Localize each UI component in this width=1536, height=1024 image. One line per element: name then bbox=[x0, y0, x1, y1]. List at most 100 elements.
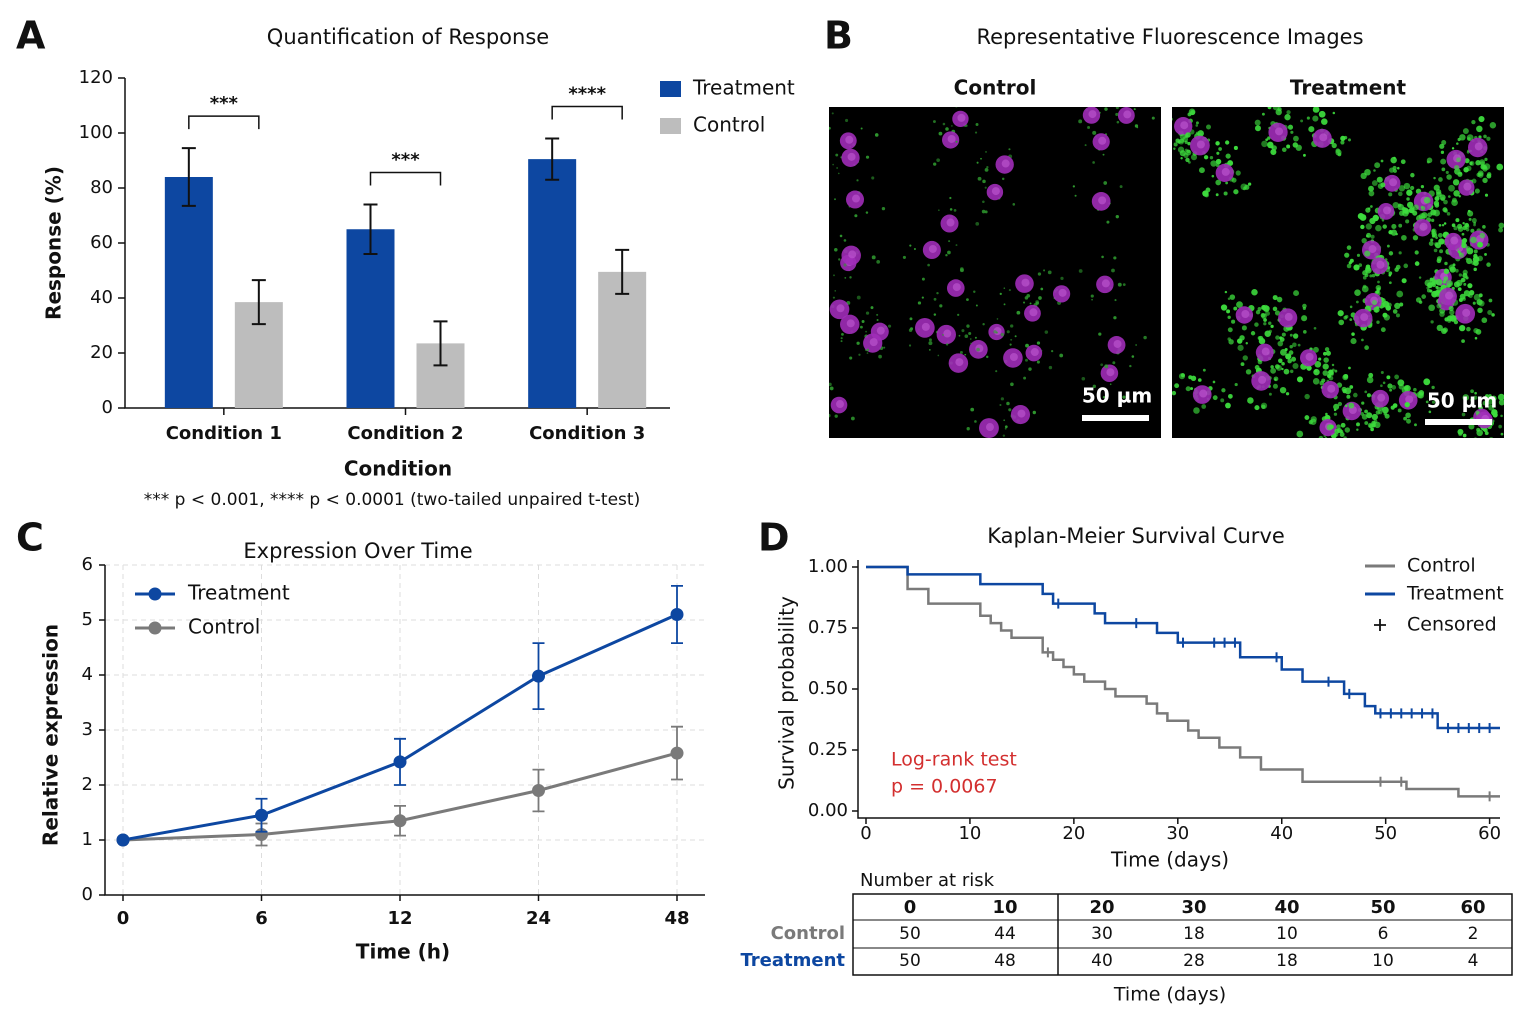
green-signal bbox=[1263, 318, 1267, 322]
green-signal bbox=[1267, 136, 1271, 140]
green-signal bbox=[856, 295, 861, 300]
nucleus-core bbox=[1098, 196, 1107, 205]
point bbox=[670, 746, 684, 760]
green-signal bbox=[1425, 400, 1429, 404]
green-signal bbox=[1215, 193, 1219, 197]
green-signal bbox=[1396, 166, 1400, 170]
table-cell: 2 bbox=[1468, 924, 1479, 944]
green-signal bbox=[909, 327, 914, 331]
green-signal bbox=[865, 155, 870, 159]
green-signal bbox=[1398, 191, 1403, 197]
green-signal bbox=[833, 274, 835, 277]
green-signal bbox=[1201, 404, 1207, 409]
green-signal bbox=[1258, 337, 1266, 345]
green-signal bbox=[1225, 402, 1231, 409]
green-signal bbox=[1461, 412, 1466, 417]
green-signal bbox=[1434, 242, 1439, 247]
nucleus-core bbox=[1113, 339, 1122, 348]
green-signal bbox=[881, 206, 886, 211]
green-signal bbox=[1436, 324, 1443, 332]
green-signal bbox=[1100, 363, 1104, 367]
green-signal bbox=[1271, 145, 1277, 151]
green-signal bbox=[938, 209, 940, 212]
green-signal bbox=[1263, 322, 1267, 326]
green-signal bbox=[1244, 184, 1250, 190]
green-signal bbox=[1442, 280, 1447, 284]
green-signal bbox=[1185, 157, 1190, 163]
nucleus-core bbox=[1101, 279, 1110, 288]
green-signal bbox=[1408, 207, 1415, 214]
green-signal bbox=[1318, 110, 1326, 118]
green-signal bbox=[1220, 304, 1228, 311]
green-signal bbox=[1426, 160, 1430, 164]
green-signal bbox=[1397, 203, 1402, 207]
green-signal bbox=[1312, 107, 1320, 113]
nucleus-core bbox=[1261, 347, 1270, 356]
green-signal bbox=[938, 131, 943, 136]
green-signal bbox=[1303, 330, 1307, 334]
green-signal bbox=[865, 330, 868, 333]
green-signal bbox=[970, 342, 972, 345]
table-header: 0 bbox=[904, 897, 917, 918]
green-signal bbox=[1364, 421, 1369, 425]
green-signal bbox=[1268, 321, 1272, 325]
green-signal bbox=[1388, 281, 1392, 285]
legend-swatch bbox=[660, 81, 681, 97]
green-signal bbox=[1361, 401, 1365, 405]
green-signal bbox=[1471, 217, 1477, 223]
green-signal bbox=[1098, 332, 1102, 336]
green-signal bbox=[1314, 360, 1322, 368]
green-signal bbox=[1328, 375, 1334, 381]
green-signal bbox=[933, 313, 937, 316]
green-signal bbox=[951, 125, 953, 127]
legend-marker bbox=[1374, 619, 1386, 631]
green-signal bbox=[1183, 152, 1189, 159]
green-signal bbox=[1025, 358, 1028, 362]
green-signal bbox=[1349, 385, 1354, 389]
green-signal bbox=[1382, 406, 1389, 414]
green-signal bbox=[1458, 324, 1466, 332]
green-signal bbox=[936, 291, 939, 295]
green-signal bbox=[1284, 114, 1291, 121]
green-signal bbox=[1462, 128, 1469, 135]
green-signal bbox=[1186, 149, 1191, 154]
green-signal bbox=[1486, 398, 1493, 405]
green-signal bbox=[1265, 310, 1270, 316]
green-signal bbox=[1435, 285, 1439, 290]
green-signal bbox=[928, 341, 933, 346]
green-signal bbox=[1337, 152, 1342, 157]
nucleus-core bbox=[1221, 167, 1230, 176]
green-signal bbox=[1500, 432, 1504, 436]
green-signal bbox=[921, 277, 925, 281]
green-signal bbox=[949, 196, 952, 200]
green-signal bbox=[1480, 439, 1484, 443]
green-signal bbox=[825, 138, 827, 140]
green-signal bbox=[955, 140, 958, 143]
green-signal bbox=[1500, 414, 1503, 418]
green-signal bbox=[1353, 264, 1360, 271]
green-signal bbox=[1109, 383, 1112, 386]
green-signal bbox=[1436, 191, 1442, 198]
nucleus-core bbox=[1241, 310, 1250, 319]
green-signal bbox=[1462, 237, 1468, 244]
green-signal bbox=[1195, 121, 1199, 125]
green-signal bbox=[1461, 277, 1466, 283]
green-signal bbox=[1387, 266, 1391, 270]
green-signal bbox=[1395, 313, 1400, 318]
green-signal bbox=[1003, 303, 1006, 306]
green-signal bbox=[1433, 209, 1441, 217]
green-signal bbox=[1477, 172, 1484, 178]
green-signal bbox=[959, 267, 964, 271]
green-signal bbox=[1254, 119, 1261, 126]
green-signal bbox=[1444, 317, 1449, 322]
green-signal bbox=[1287, 124, 1294, 130]
nucleus-core bbox=[836, 304, 845, 313]
green-signal bbox=[820, 421, 823, 424]
panel-letter: D bbox=[758, 516, 790, 560]
green-signal bbox=[1346, 394, 1351, 399]
green-signal bbox=[1344, 427, 1351, 433]
green-signal bbox=[936, 158, 941, 163]
green-signal bbox=[1348, 402, 1355, 409]
nucleus-core bbox=[1106, 368, 1115, 377]
error-bar bbox=[251, 279, 266, 326]
